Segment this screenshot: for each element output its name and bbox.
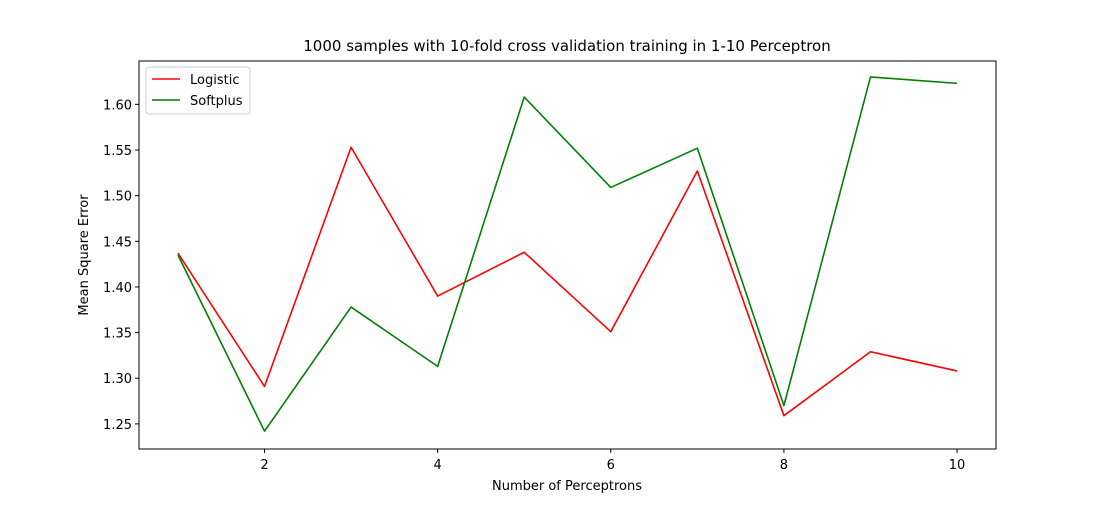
y-tick-label: 1.45 <box>103 235 132 250</box>
y-tick-label: 1.25 <box>103 418 132 433</box>
x-tick-label: 4 <box>434 458 442 473</box>
x-axis-label: Number of Perceptrons <box>492 479 642 494</box>
y-tick-label: 1.60 <box>103 98 132 113</box>
series-line-softplus <box>177 76 958 433</box>
series-line-logistic <box>177 146 958 417</box>
plot-area: 2 4 6 8 10 1.25 1.30 1.35 1.40 1.45 1.50 1.55 1.60 <box>103 60 997 473</box>
chart-title: 1000 samples with 10-fold cross validati… <box>303 37 830 55</box>
legend-label-softplus: Softplus <box>190 94 243 109</box>
y-tick-label: 1.40 <box>103 281 132 296</box>
y-tick-label: 1.50 <box>103 190 132 205</box>
legend: Logistic Softplus <box>145 66 251 115</box>
y-axis-label: Mean Square Error <box>77 194 92 316</box>
x-tick-label: 6 <box>607 458 615 473</box>
legend-label-logistic: Logistic <box>190 73 239 88</box>
y-tick-label: 1.30 <box>103 372 132 387</box>
x-tick-label: 10 <box>949 458 966 473</box>
x-tick-label: 2 <box>260 458 268 473</box>
plot-frame <box>138 60 997 450</box>
y-tick-label: 1.55 <box>103 144 132 159</box>
x-tick-label: 8 <box>780 458 788 473</box>
y-tick-label: 1.35 <box>103 327 132 342</box>
